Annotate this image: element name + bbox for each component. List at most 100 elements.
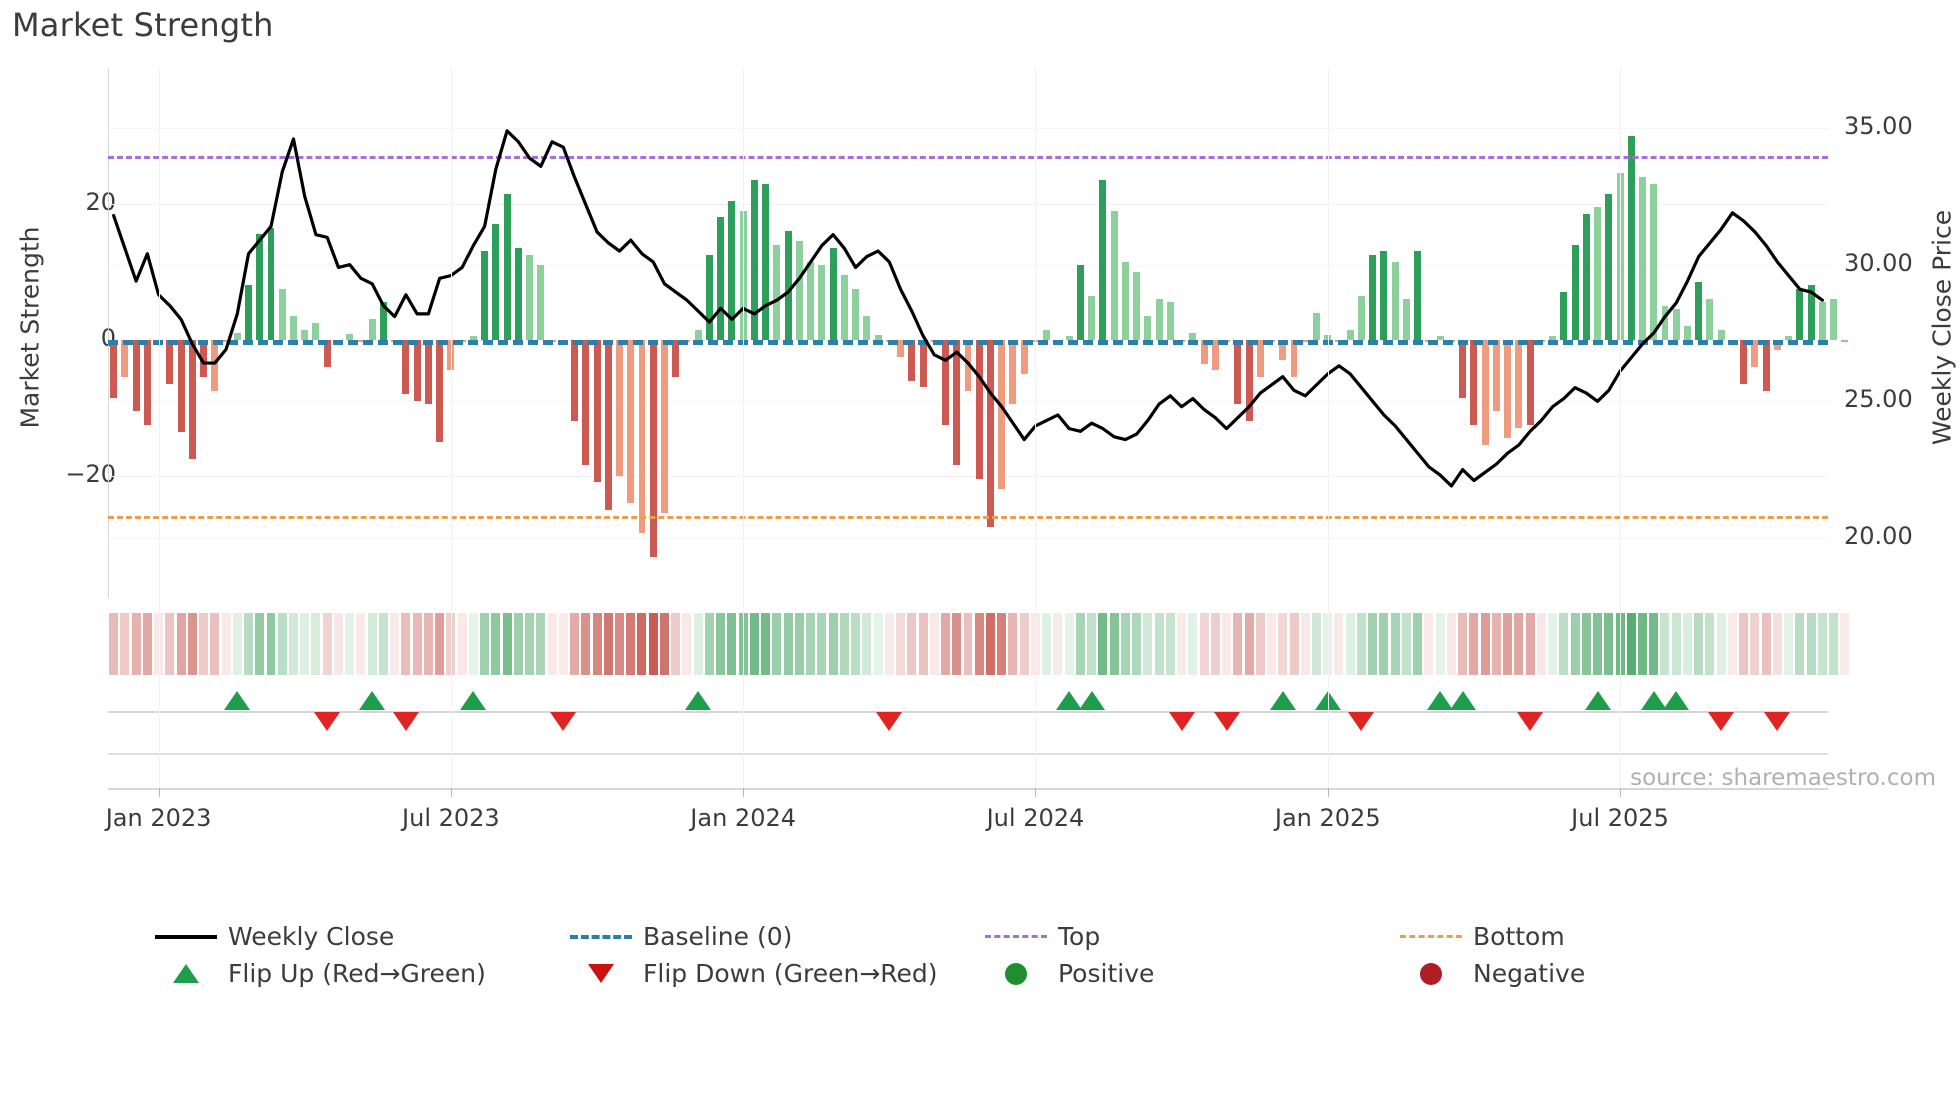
strength-bar: [1256, 339, 1264, 378]
flip-down-marker: [392, 712, 419, 731]
x-tick-label: Jul 2025: [1571, 804, 1669, 832]
flip-up-marker: [1078, 691, 1105, 710]
legend-item-label: Negative: [1473, 959, 1586, 988]
heatmap-cell: [1323, 613, 1333, 675]
x-tick-label: Jul 2023: [402, 804, 500, 832]
heatmap-cell: [716, 613, 726, 675]
strength-bar: [1020, 339, 1028, 374]
legend-glyph: [1395, 962, 1467, 985]
heatmap-cell: [288, 613, 298, 675]
strength-bar: [571, 339, 579, 422]
heatmap-cell: [1784, 613, 1794, 675]
heatmap-cell: [1064, 613, 1074, 675]
heatmap-cell: [1615, 613, 1625, 675]
strength-bar: [1189, 333, 1197, 340]
strength-bar: [1830, 299, 1838, 340]
heatmap-cell: [1480, 613, 1490, 675]
x-axis-upper-rule: [108, 753, 1828, 755]
heatmap-cell: [131, 613, 141, 675]
y-tick-right: 30.00: [1844, 248, 1913, 277]
strength-bar: [604, 339, 612, 510]
strength-bar: [481, 251, 489, 340]
heatmap-cell: [570, 613, 580, 675]
strength-bar: [177, 339, 185, 432]
strength-bar: [672, 339, 680, 378]
heatmap-cell: [1233, 613, 1243, 675]
heatmap-cell: [491, 613, 501, 675]
legend-triangle-up-icon: [173, 964, 199, 983]
strength-bar: [1717, 329, 1725, 340]
heatmap-cell: [390, 613, 400, 675]
heatmap-cell: [873, 613, 883, 675]
strength-bar: [1110, 210, 1118, 340]
legend-item[interactable]: Top: [980, 922, 1395, 951]
flip-up-marker: [1584, 691, 1611, 710]
strength-bar: [110, 339, 118, 398]
heatmap-cell: [1671, 613, 1681, 675]
vertical-gridline: [1620, 68, 1622, 788]
heatmap-cell: [581, 613, 591, 675]
heatmap-cell: [1817, 613, 1827, 675]
legend-triangle-down-icon: [588, 964, 614, 983]
strength-bar: [1391, 261, 1399, 340]
strength-bar: [1099, 180, 1107, 340]
strength-bar: [1751, 339, 1759, 367]
heatmap-cell: [1424, 613, 1434, 675]
heatmap-cell: [1368, 613, 1378, 675]
strength-bar: [1369, 254, 1377, 340]
heatmap-cell: [199, 613, 209, 675]
strength-bar: [593, 339, 601, 483]
heatmap-cell: [1244, 613, 1254, 675]
strength-bar: [784, 231, 792, 340]
strength-bar: [424, 339, 432, 405]
legend-item[interactable]: Bottom: [1395, 922, 1810, 951]
legend-line-icon: [155, 934, 217, 939]
legend-item[interactable]: Negative: [1395, 959, 1810, 988]
y-tick-left: 20: [85, 187, 116, 216]
legend-item[interactable]: Baseline (0): [565, 922, 980, 951]
legend-row-2: Flip Up (Red→Green) Flip Down (Green→Red)…: [150, 955, 1810, 992]
strength-bar: [649, 339, 657, 558]
gridline-right: [108, 401, 1828, 403]
heatmap-cell: [412, 613, 422, 675]
heatmap-cell: [1446, 613, 1456, 675]
strength-bar: [919, 339, 927, 388]
heatmap-cell: [806, 613, 816, 675]
heatmap-cell: [682, 613, 692, 675]
weekly-close-path: [112, 129, 1824, 488]
strength-bar: [1121, 261, 1129, 340]
strength-bar: [998, 339, 1006, 490]
legend-item[interactable]: Flip Up (Red→Green): [150, 959, 565, 988]
heatmap-cell: [1334, 613, 1344, 675]
heatmap-cell: [142, 613, 152, 675]
y-axis-right-label: Weekly Close Price: [1922, 68, 1957, 598]
strength-bar: [627, 339, 635, 503]
legend-dotted-line-icon: [1400, 935, 1462, 938]
y-tick-left: 0: [100, 323, 116, 352]
strength-bar: [660, 339, 668, 514]
heatmap-cell: [1356, 613, 1366, 675]
flip-up-marker: [224, 691, 251, 710]
heatmap-cell: [1638, 613, 1647, 675]
strength-bar: [1313, 312, 1320, 340]
legend-item[interactable]: Positive: [980, 959, 1395, 988]
strength-bar: [1346, 329, 1354, 340]
heatmap-cell: [1109, 613, 1119, 675]
flip-up-marker: [1056, 691, 1083, 710]
legend-item[interactable]: Flip Down (Green→Red): [565, 959, 980, 988]
legend-item[interactable]: Weekly Close: [150, 922, 565, 951]
heatmap-cell: [884, 613, 894, 675]
y-tick-right: 25.00: [1844, 385, 1913, 414]
heatmap-cell: [1739, 613, 1749, 675]
strength-bar: [1414, 251, 1422, 340]
strength-heatmap-strip: [108, 613, 1850, 675]
heatmap-cell: [1154, 613, 1164, 675]
heatmap-cell: [1503, 613, 1513, 675]
heatmap-cell: [1525, 613, 1535, 675]
heatmap-cell: [1716, 613, 1726, 675]
strength-bar: [1459, 339, 1467, 398]
strength-bar: [469, 336, 477, 340]
heatmap-cell: [1008, 613, 1018, 675]
heatmap-cell: [997, 613, 1007, 675]
heatmap-cell: [941, 613, 950, 675]
